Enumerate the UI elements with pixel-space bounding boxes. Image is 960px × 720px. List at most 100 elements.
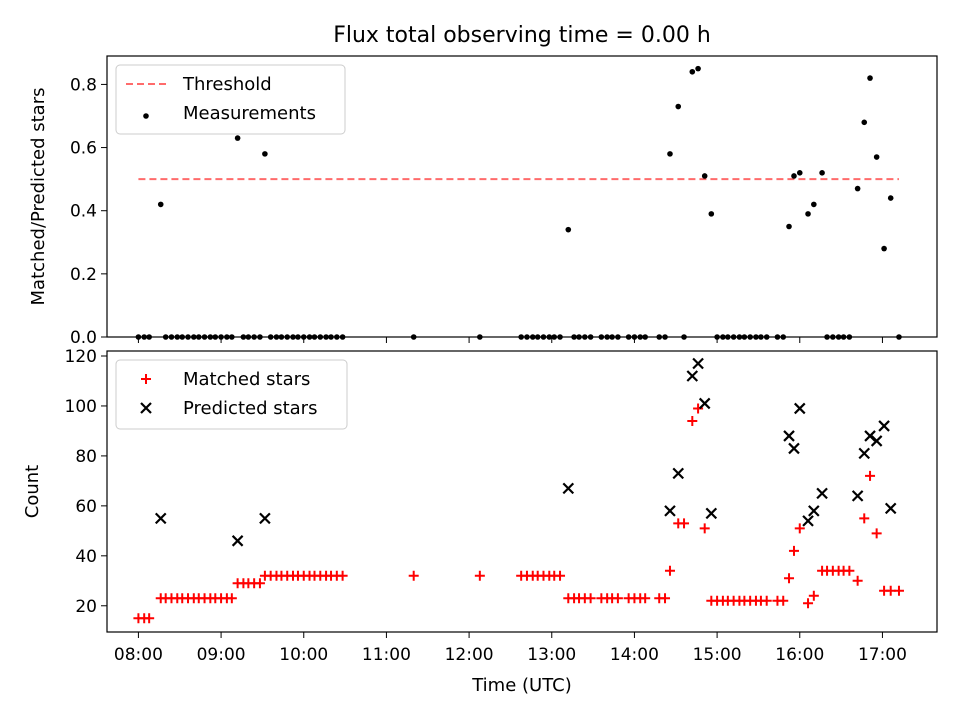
predicted-star-point bbox=[686, 370, 699, 382]
matched-star-point bbox=[761, 595, 772, 606]
matched-star-point bbox=[699, 523, 710, 534]
matched-star-point bbox=[808, 590, 819, 601]
x-tick-label: 08:00 bbox=[114, 645, 163, 665]
count-plot: Count 20 40 60 80 100 120 08:00 09:00 10:00 11:0… bbox=[22, 347, 938, 665]
predicted-star-point bbox=[664, 505, 676, 517]
predicted-star-point bbox=[870, 435, 883, 447]
x-tick-label: 14:00 bbox=[610, 645, 659, 665]
x-tick-label: 09:00 bbox=[197, 645, 246, 665]
matched-star-point bbox=[844, 565, 855, 576]
measurement-point bbox=[786, 223, 792, 230]
legend-box bbox=[115, 359, 348, 430]
predicted-star-point bbox=[864, 430, 876, 442]
y-tick-label: 20 bbox=[75, 597, 97, 617]
matched-star-point bbox=[254, 578, 265, 589]
x-tick-label: 16:00 bbox=[775, 645, 824, 665]
measurement-point bbox=[811, 201, 817, 208]
measurement-point bbox=[262, 151, 268, 157]
predicted-star-point bbox=[802, 515, 814, 527]
predicted-star-point bbox=[672, 467, 685, 480]
figure-title: Flux total observing time = 0.00 h bbox=[333, 23, 711, 48]
ratio-ylabel: Matched/Predicted stars bbox=[28, 88, 49, 306]
x-tick-label: 11:00 bbox=[362, 645, 411, 665]
predicted-star-point bbox=[816, 487, 828, 500]
matched-star-point bbox=[408, 570, 419, 581]
measurement-point bbox=[791, 173, 797, 179]
predicted-star-point bbox=[851, 490, 864, 502]
predicted-star-point bbox=[698, 397, 711, 410]
y-tick-label: 0.0 bbox=[70, 328, 97, 348]
matched-star-point bbox=[640, 593, 651, 604]
y-tick-label: 0.8 bbox=[70, 75, 97, 95]
ratio-axes-frame bbox=[106, 55, 938, 338]
y-tick-label: 80 bbox=[75, 447, 97, 467]
predicted-star-point bbox=[858, 447, 871, 460]
y-tick-label: 0.4 bbox=[70, 202, 97, 222]
matched-star-point bbox=[784, 573, 795, 584]
measurement-point bbox=[861, 119, 868, 126]
legend-label: Threshold bbox=[182, 74, 272, 95]
measurement-point bbox=[675, 103, 682, 110]
matched-star-point bbox=[859, 513, 870, 524]
y-tick-label: 0.2 bbox=[70, 265, 97, 285]
count-yticks: 20 40 60 80 100 120 bbox=[65, 347, 107, 617]
measurement-point bbox=[873, 154, 880, 160]
legend-box bbox=[115, 64, 346, 135]
predicted-star-point bbox=[808, 505, 820, 517]
measurement-point bbox=[854, 185, 861, 192]
matched-star-point bbox=[871, 528, 882, 539]
matched-star-point bbox=[852, 575, 863, 586]
legend-measurement-swatch bbox=[143, 113, 149, 119]
predicted-star-point bbox=[793, 402, 806, 415]
x-tick-label: 15:00 bbox=[693, 645, 742, 665]
y-tick-label: 0.6 bbox=[70, 139, 97, 159]
x-tick-label: 10:00 bbox=[279, 645, 328, 665]
predicted-star-point bbox=[705, 507, 718, 520]
matched-star-point bbox=[788, 545, 799, 556]
measurement-point bbox=[695, 65, 701, 72]
count-ylabel-group: Count bbox=[22, 465, 43, 518]
matched-star-point bbox=[226, 593, 237, 604]
predicted-star-point bbox=[259, 512, 271, 525]
x-tick-label: 12:00 bbox=[445, 645, 494, 665]
predicted-star-point bbox=[783, 430, 795, 442]
measurement-point bbox=[805, 211, 811, 217]
count-ylabel: Count bbox=[22, 465, 43, 518]
matched-star-point bbox=[337, 570, 348, 581]
legend-matched-swatch bbox=[141, 374, 151, 384]
matched-star-point bbox=[679, 518, 690, 529]
matched-star-point bbox=[803, 598, 814, 609]
measurement-point bbox=[796, 170, 803, 176]
ratio-legend: Threshold Measurements bbox=[115, 64, 346, 135]
measurement-point bbox=[887, 195, 894, 201]
matched-star-point bbox=[794, 523, 805, 534]
ratio-yticks: 0.0 0.2 0.4 0.6 0.8 bbox=[70, 75, 107, 348]
measurement-point bbox=[234, 135, 241, 141]
matched-star-point bbox=[660, 593, 671, 604]
legend-predicted-swatch bbox=[140, 402, 152, 414]
measurement-point bbox=[565, 226, 572, 233]
y-tick-label: 120 bbox=[65, 347, 97, 367]
measurement-point bbox=[819, 170, 825, 176]
matched-star-point bbox=[778, 595, 789, 606]
matched-star-point bbox=[865, 470, 876, 481]
legend-label: Matched stars bbox=[183, 369, 310, 390]
matched-star-point bbox=[664, 565, 675, 576]
matched-star-point bbox=[612, 593, 623, 604]
measurement-point bbox=[689, 68, 696, 75]
count-marks bbox=[133, 357, 904, 624]
x-tick-label: 17:00 bbox=[858, 645, 907, 665]
predicted-star-point bbox=[154, 512, 167, 525]
x-tick-label: 13:00 bbox=[527, 645, 576, 665]
y-tick-label: 100 bbox=[65, 397, 97, 417]
ratio-ylabel-group: Matched/Predicted stars bbox=[28, 88, 49, 306]
matched-star-point bbox=[474, 570, 485, 581]
predicted-star-point bbox=[231, 535, 244, 547]
predicted-star-point bbox=[692, 357, 704, 370]
predicted-star-point bbox=[562, 482, 575, 495]
count-axes-frame bbox=[106, 350, 938, 633]
predicted-star-point bbox=[878, 420, 890, 432]
predicted-star-point bbox=[884, 502, 897, 515]
count-xticks: 08:00 09:00 10:00 11:00 12:00 13:00 14:00 15:00… bbox=[114, 632, 907, 665]
